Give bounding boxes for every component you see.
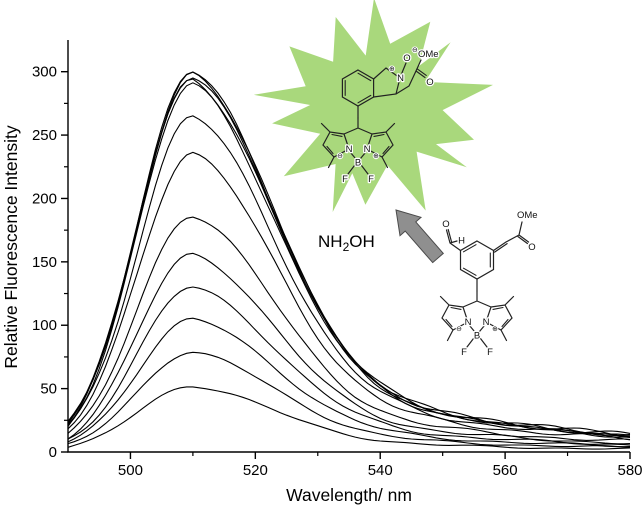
nitrogen-label: N: [346, 144, 353, 155]
benzene-ring: [459, 240, 495, 280]
spectrum-curve: [67, 351, 631, 449]
plus-charge-label: ⊕: [389, 66, 395, 73]
reagent-suffix: OH: [349, 232, 375, 251]
y-tick-label: 250: [32, 127, 57, 144]
spectrum-curve: [67, 252, 631, 445]
y-tick-label: 100: [32, 317, 57, 334]
benzene-double-bonds: [344, 72, 372, 104]
spectrum-curve: [67, 71, 631, 436]
product-structure: O ⊖ ⊕ N O OMe N N B F F ⊖ ⊕: [320, 46, 440, 186]
carbonyl-oxygen-label: O: [528, 242, 535, 253]
fluorine-label: F: [368, 174, 374, 185]
minus-charge-label: ⊖: [412, 47, 418, 54]
y-tick-label: 200: [32, 190, 57, 207]
minus-charge-label: ⊖: [337, 153, 343, 160]
bodipy-core: N N B F F ⊖ ⊕: [439, 290, 515, 359]
reactant-structure: O H O OMe N N B F F ⊖ ⊕: [439, 209, 539, 359]
green-starburst: [253, 0, 493, 212]
ester-double-bond: [415, 68, 427, 79]
x-tick-label: 500: [118, 462, 143, 479]
nitrogen-label: N: [397, 73, 404, 84]
fluorine-label: F: [487, 347, 493, 358]
aldehyde-oxygen-label: O: [442, 219, 449, 230]
carbonyl-oxygen-label: O: [426, 77, 433, 88]
y-tick-label: 150: [32, 254, 57, 271]
ome-label: OMe: [418, 49, 439, 60]
aldehyde-hydrogen-label: H: [458, 236, 465, 247]
reaction-arrow-icon: [395, 209, 445, 264]
bodipy-core: N N B F F ⊖ ⊕: [320, 117, 396, 186]
isoxazoline-ring: [357, 59, 422, 119]
y-tick-label: 0: [49, 444, 57, 461]
benzene-double-bonds: [462, 244, 491, 276]
acrylate-chain: [476, 221, 530, 292]
y-tick-label: 50: [40, 381, 57, 398]
reagent-prefix: NH: [318, 232, 343, 251]
spectrum-curve: [67, 386, 631, 450]
x-tick-label: 540: [368, 462, 393, 479]
nitrogen-label: N: [483, 317, 490, 328]
plus-charge-label: ⊕: [373, 153, 379, 160]
reagent-label: NH2OH: [318, 232, 375, 254]
y-tick-label: 300: [32, 64, 57, 81]
n-oxide-oxygen-label: O: [403, 53, 410, 64]
plus-charge-label: ⊕: [492, 326, 498, 333]
spectrum-curve: [67, 317, 631, 448]
x-tick-label: 520: [243, 462, 268, 479]
x-tick-label: 560: [493, 462, 518, 479]
fluorine-label: F: [461, 347, 467, 358]
starburst-layer: [253, 0, 493, 212]
reagent-subscript: 2: [343, 240, 350, 254]
y-axis-title: Relative Fluorescence Intensity: [1, 125, 21, 368]
bodipy-double-bonds: [445, 306, 509, 328]
nitrogen-label: N: [364, 144, 371, 155]
ome-label: OMe: [517, 210, 538, 221]
x-tick-label: 580: [617, 462, 642, 479]
spectrum-curve: [67, 216, 631, 441]
plot-area: 500 520 540 560 580 0 50 100 150 200 250 300: [32, 40, 642, 479]
x-axis-title: Wavelength/ nm: [286, 485, 412, 505]
spectrum-curve: [67, 151, 631, 441]
bodipy-bonds: [439, 290, 515, 348]
bodipy-double-bonds: [326, 133, 390, 155]
minus-charge-label: ⊖: [456, 326, 462, 333]
bodipy-bonds: [320, 117, 396, 175]
fluorine-label: F: [342, 174, 348, 185]
aldehyde-group: [445, 228, 462, 252]
boron-label: B: [355, 158, 361, 169]
boron-label: B: [474, 331, 480, 342]
nitrogen-label: N: [465, 317, 472, 328]
